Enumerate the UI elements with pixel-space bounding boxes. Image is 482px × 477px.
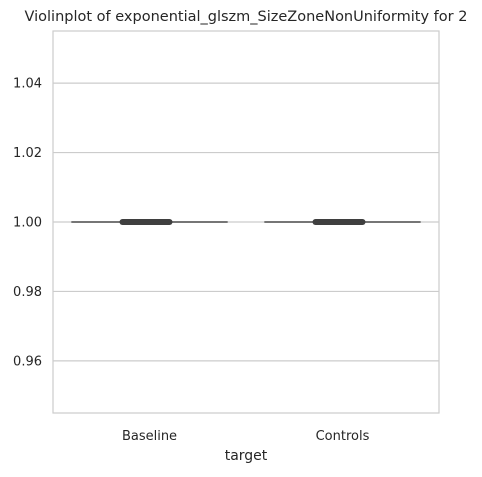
y-tick-labels: 0.96 0.98 1.00 1.02 1.04 [13,77,42,370]
x-tick-label: Baseline [122,429,177,444]
y-tick-label: 1.02 [13,146,42,161]
plot-frame [52,30,440,414]
y-tick-label: 1.00 [13,216,42,231]
x-tick-labels: Baseline Controls [122,429,370,444]
x-axis-label: target [225,448,268,464]
y-tick-label: 0.96 [13,354,42,369]
chart-title: Violinplot of exponential_glszm_SizeZone… [25,9,468,25]
y-tick-label: 0.98 [13,285,42,300]
y-tick-label: 1.04 [13,77,42,92]
x-tick-label: Controls [316,429,370,444]
